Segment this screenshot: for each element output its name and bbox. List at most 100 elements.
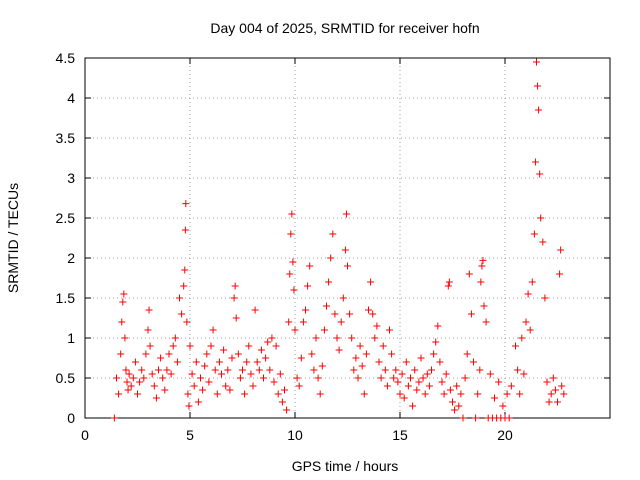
data-point xyxy=(327,254,335,262)
data-point xyxy=(350,366,358,374)
data-point xyxy=(514,366,522,374)
data-point xyxy=(560,390,568,398)
data-point xyxy=(169,342,177,350)
data-point xyxy=(341,246,349,254)
data-point xyxy=(188,370,196,378)
data-point xyxy=(304,282,312,290)
data-point xyxy=(392,366,400,374)
data-point xyxy=(388,350,396,358)
data-point xyxy=(308,350,316,358)
data-point xyxy=(318,362,326,370)
data-point xyxy=(325,278,333,286)
data-point xyxy=(312,334,320,342)
data-point xyxy=(459,414,467,422)
data-point xyxy=(185,402,193,410)
data-point xyxy=(383,382,391,390)
data-point xyxy=(428,366,435,374)
data-point xyxy=(260,374,267,382)
data-point xyxy=(396,390,404,398)
data-point xyxy=(554,398,561,406)
data-point xyxy=(491,394,498,402)
data-point xyxy=(558,382,566,390)
data-point xyxy=(474,390,482,398)
data-point xyxy=(549,374,557,382)
data-point xyxy=(503,390,511,398)
data-point xyxy=(512,342,519,350)
data-point xyxy=(129,374,137,382)
data-point xyxy=(314,374,322,382)
data-point xyxy=(367,278,375,286)
data-point xyxy=(438,378,446,386)
data-point xyxy=(176,294,183,302)
data-point xyxy=(465,270,473,278)
data-point xyxy=(230,294,238,302)
data-point xyxy=(477,278,485,286)
data-point xyxy=(155,366,162,374)
data-point xyxy=(516,390,524,398)
data-point xyxy=(213,390,221,398)
data-point xyxy=(457,390,465,398)
data-point xyxy=(278,398,286,406)
data-point xyxy=(257,346,265,354)
data-point xyxy=(145,306,153,314)
data-point xyxy=(136,378,144,386)
data-point xyxy=(415,378,423,386)
data-point xyxy=(194,398,202,406)
data-point xyxy=(181,226,189,234)
data-point xyxy=(203,350,211,358)
data-point xyxy=(533,58,540,66)
data-point xyxy=(421,390,429,398)
data-point xyxy=(268,334,276,342)
data-point xyxy=(402,358,410,366)
data-point xyxy=(373,322,381,330)
y-tick-label: 2 xyxy=(67,250,75,266)
data-point xyxy=(152,394,160,402)
data-point xyxy=(231,282,239,290)
data-point xyxy=(163,366,171,374)
data-point xyxy=(281,386,288,394)
data-point xyxy=(482,318,490,326)
data-point xyxy=(165,350,173,358)
y-tick-label: 2.5 xyxy=(56,210,76,226)
data-point xyxy=(352,354,360,362)
data-point xyxy=(120,290,128,298)
data-point xyxy=(337,318,345,326)
data-point xyxy=(266,366,274,374)
data-point xyxy=(243,358,251,366)
data-point xyxy=(161,386,169,394)
data-point xyxy=(390,374,398,382)
data-point xyxy=(234,350,242,358)
data-point xyxy=(224,366,232,374)
data-point xyxy=(262,354,270,362)
data-point xyxy=(178,310,186,318)
data-point xyxy=(184,390,192,398)
data-point xyxy=(478,262,486,270)
data-point xyxy=(207,342,215,350)
data-point xyxy=(556,270,564,278)
data-point xyxy=(190,382,198,390)
data-point xyxy=(140,374,148,382)
data-point xyxy=(306,262,314,270)
data-point xyxy=(288,210,296,218)
data-point xyxy=(310,366,318,374)
data-point xyxy=(192,358,200,366)
data-point xyxy=(530,230,538,238)
data-point xyxy=(344,262,351,270)
data-point xyxy=(369,310,377,318)
grid-lines xyxy=(85,58,610,418)
data-point xyxy=(249,382,257,390)
data-point xyxy=(118,318,126,326)
data-points xyxy=(110,58,568,422)
data-point xyxy=(358,362,366,370)
data-point xyxy=(276,370,284,378)
data-point xyxy=(417,354,425,362)
data-point xyxy=(543,378,551,386)
data-point xyxy=(476,366,484,374)
data-point xyxy=(299,318,307,326)
data-point xyxy=(495,378,503,386)
data-point xyxy=(409,402,417,410)
data-point xyxy=(461,374,469,382)
data-point xyxy=(411,366,419,374)
data-point xyxy=(255,366,263,374)
data-point xyxy=(534,82,542,90)
